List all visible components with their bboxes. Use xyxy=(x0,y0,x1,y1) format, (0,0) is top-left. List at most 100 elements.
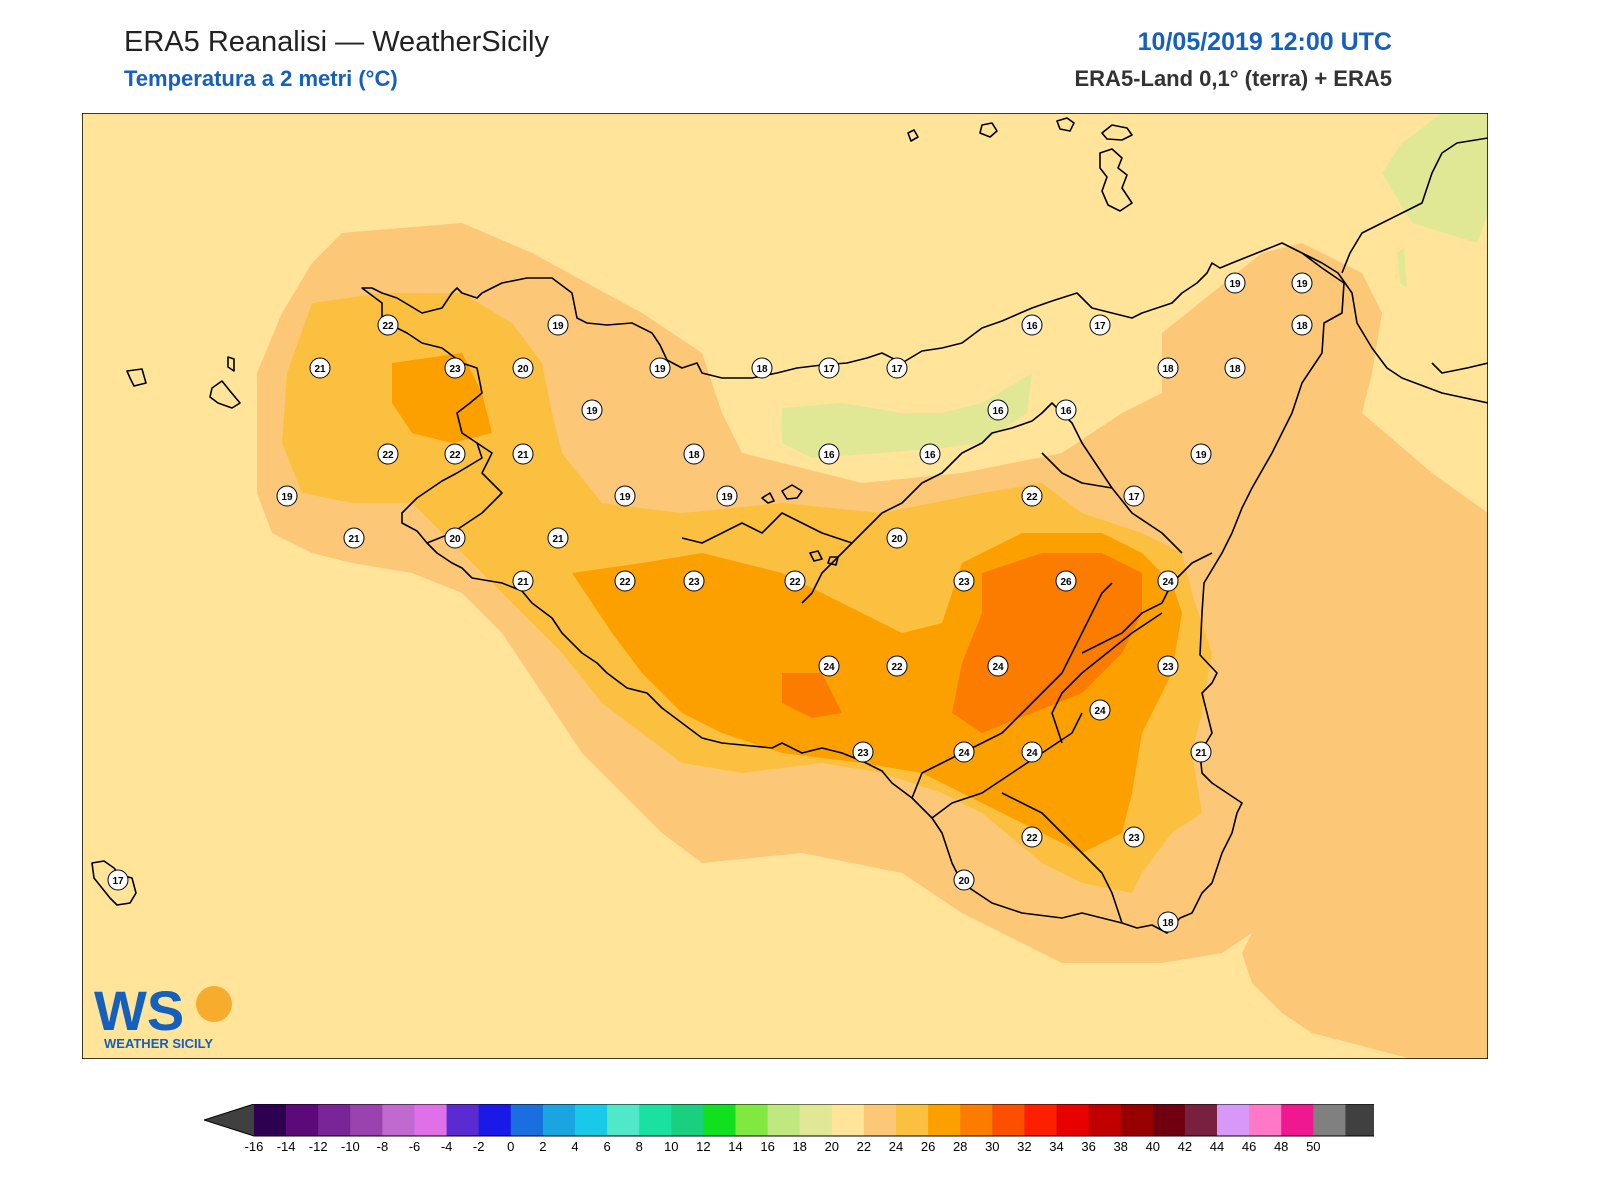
station-marker: 16 xyxy=(988,400,1008,420)
colorbar-swatch xyxy=(254,1104,287,1136)
station-value: 17 xyxy=(112,876,124,887)
logo-text: WEATHER SICILY xyxy=(104,1036,213,1050)
station-marker: 23 xyxy=(1124,827,1144,847)
station-value: 22 xyxy=(789,577,801,588)
temperature-colorbar: -16 -14 -12 -10 -8 -6 -4 -2 0 2 4 6 8 10 12 14 16 18 20 22 2… xyxy=(204,1104,1374,1154)
colorbar-tick-label: 44 xyxy=(1210,1139,1224,1154)
station-value: 16 xyxy=(1060,406,1072,417)
colorbar-tick-label: 8 xyxy=(636,1139,643,1154)
station-value: 23 xyxy=(1128,833,1140,844)
station-value: 19 xyxy=(1296,279,1308,290)
station-value: 22 xyxy=(382,321,394,332)
colorbar-tick-label: -6 xyxy=(409,1139,421,1154)
colorbar-swatch xyxy=(1057,1104,1090,1136)
colorbar-swatch xyxy=(1089,1104,1122,1136)
colorbar-swatch xyxy=(511,1104,544,1136)
station-marker: 24 xyxy=(1090,700,1110,720)
colorbar-tick-label: 46 xyxy=(1242,1139,1256,1154)
colorbar-tick-label: 18 xyxy=(792,1139,806,1154)
station-marker: 21 xyxy=(344,528,364,548)
colorbar-tick-label: 2 xyxy=(539,1139,546,1154)
station-marker: 23 xyxy=(445,358,465,378)
station-marker: 16 xyxy=(1022,315,1042,335)
colorbar-tick-label: 12 xyxy=(696,1139,710,1154)
colorbar-swatch xyxy=(1024,1104,1057,1136)
colorbar-swatch xyxy=(671,1104,704,1136)
colorbar-swatch xyxy=(736,1104,769,1136)
colorbar-tick-label: -2 xyxy=(473,1139,485,1154)
station-value: 16 xyxy=(924,450,936,461)
station-marker: 18 xyxy=(1158,912,1178,932)
station-marker: 18 xyxy=(1158,358,1178,378)
station-value: 21 xyxy=(517,450,529,461)
map-title: ERA5 Reanalisi — WeatherSicily xyxy=(124,26,549,59)
station-value: 24 xyxy=(1162,577,1174,588)
station-marker: 21 xyxy=(513,444,533,464)
temperature-map: 22 19 21 23 20 19 19 22 22 21 18 19 19 19 20 21 21 21 22 23… xyxy=(82,113,1488,1059)
station-marker: 21 xyxy=(548,528,568,548)
station-marker: 21 xyxy=(1191,742,1211,762)
station-marker: 22 xyxy=(445,444,465,464)
logo-mark: WS xyxy=(94,982,184,1042)
colorbar-swatch xyxy=(1217,1104,1250,1136)
station-value: 18 xyxy=(756,364,768,375)
colorbar-tick-label: 26 xyxy=(921,1139,935,1154)
station-value: 17 xyxy=(1128,492,1140,503)
colorbar-tick-label: -12 xyxy=(309,1139,328,1154)
station-marker: 22 xyxy=(378,444,398,464)
station-value: 26 xyxy=(1060,577,1072,588)
station-value: 19 xyxy=(1195,450,1207,461)
colorbar-tick-label: 16 xyxy=(760,1139,774,1154)
colorbar-swatch xyxy=(607,1104,640,1136)
station-value: 20 xyxy=(891,534,903,545)
colorbar-swatch xyxy=(1281,1104,1314,1136)
colorbar-tick-label: 4 xyxy=(571,1139,578,1154)
colorbar-swatch xyxy=(928,1104,961,1136)
station-value: 16 xyxy=(992,406,1004,417)
station-value: 24 xyxy=(823,662,835,673)
station-value: 21 xyxy=(517,577,529,588)
station-marker: 20 xyxy=(513,358,533,378)
station-value: 22 xyxy=(449,450,461,461)
station-marker: 17 xyxy=(1090,315,1110,335)
station-value: 17 xyxy=(823,364,835,375)
station-marker: 23 xyxy=(853,742,873,762)
station-value: 18 xyxy=(1162,364,1174,375)
colorbar-tick-label: -14 xyxy=(277,1139,296,1154)
station-value: 21 xyxy=(314,364,326,375)
colorbar-swatch xyxy=(1345,1104,1374,1136)
colorbar-swatch xyxy=(1313,1104,1346,1136)
station-value: 20 xyxy=(449,534,461,545)
station-value: 24 xyxy=(1026,748,1038,759)
station-marker: 17 xyxy=(1124,486,1144,506)
colorbar-swatch xyxy=(447,1104,480,1136)
station-marker: 21 xyxy=(310,358,330,378)
colorbar-tick-label: -10 xyxy=(341,1139,360,1154)
station-value: 18 xyxy=(688,450,700,461)
station-marker: 19 xyxy=(615,486,635,506)
colorbar-tick-label: 38 xyxy=(1113,1139,1127,1154)
station-marker: 22 xyxy=(615,571,635,591)
station-value: 24 xyxy=(992,662,1004,673)
station-marker: 19 xyxy=(582,400,602,420)
station-marker: 24 xyxy=(988,656,1008,676)
colorbar-swatch xyxy=(992,1104,1025,1136)
colorbar-tick-label: 50 xyxy=(1306,1139,1320,1154)
station-value: 17 xyxy=(1094,321,1106,332)
station-value: 22 xyxy=(1026,492,1038,503)
station-value: 19 xyxy=(1229,279,1241,290)
colorbar-tick-label: 36 xyxy=(1081,1139,1095,1154)
colorbar-tick-label: 20 xyxy=(825,1139,839,1154)
colorbar-swatch xyxy=(960,1104,993,1136)
station-value: 24 xyxy=(1094,706,1106,717)
colorbar-arrow-left xyxy=(204,1104,254,1136)
colorbar-swatch xyxy=(382,1104,415,1136)
station-value: 23 xyxy=(1162,662,1174,673)
station-value: 20 xyxy=(517,364,529,375)
station-marker: 16 xyxy=(1056,400,1076,420)
station-marker: 20 xyxy=(887,528,907,548)
colorbar-tick-label: 6 xyxy=(603,1139,610,1154)
colorbar-swatch xyxy=(286,1104,319,1136)
station-value: 23 xyxy=(449,364,461,375)
station-value: 18 xyxy=(1296,321,1308,332)
